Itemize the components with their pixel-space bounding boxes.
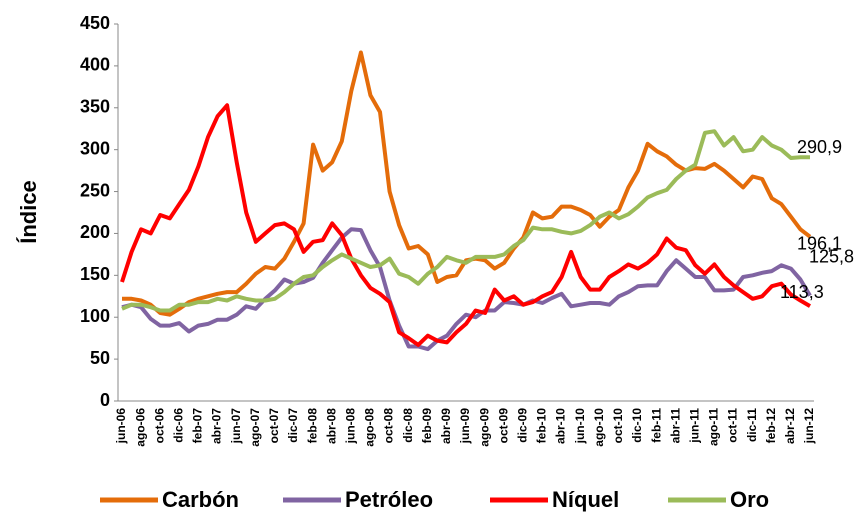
- x-tick-label: feb-12: [764, 408, 778, 444]
- x-tick-label: dic-08: [401, 408, 415, 443]
- x-tick-label: jun-10: [573, 408, 587, 445]
- y-tick-label: 450: [80, 13, 110, 33]
- data-label: 196,1: [797, 233, 842, 253]
- y-tick-label: 400: [80, 55, 110, 75]
- legend-label: Oro: [730, 487, 769, 512]
- y-tick-label: 200: [80, 222, 110, 242]
- x-tick-label: oct-11: [726, 408, 740, 443]
- x-tick-label: abr-12: [783, 408, 797, 444]
- x-tick-label: jun-09: [458, 408, 472, 445]
- x-tick-label: jun-12: [802, 408, 816, 445]
- y-tick-label: 100: [80, 306, 110, 326]
- x-tick-label: feb-10: [535, 408, 549, 444]
- x-tick-label: dic-06: [172, 408, 186, 443]
- series-line: [121, 227, 812, 352]
- y-tick-label: 350: [80, 97, 110, 117]
- x-tick-label: ago-08: [363, 408, 377, 447]
- x-tick-label: feb-09: [420, 408, 434, 444]
- legend-label: Níquel: [552, 487, 619, 512]
- x-tick-label: feb-08: [305, 408, 319, 444]
- x-tick-label: oct-09: [496, 408, 510, 444]
- y-tick-label: 250: [80, 180, 110, 200]
- x-tick-label: jun-08: [344, 408, 358, 445]
- y-tick-label: 0: [100, 390, 110, 410]
- x-tick-label: feb-11: [649, 408, 663, 443]
- x-tick-label: dic-07: [286, 408, 300, 443]
- series-line: [121, 129, 811, 313]
- x-tick-label: ago-09: [477, 408, 491, 447]
- series-line: [120, 103, 812, 347]
- series-line: [122, 50, 812, 317]
- data-label: 290,9: [797, 137, 842, 157]
- x-tick-label: oct-06: [152, 408, 166, 444]
- x-tick-label: feb-07: [191, 408, 205, 444]
- x-tick-label: ago-06: [133, 408, 147, 447]
- x-tick-label: ago-11: [707, 408, 721, 446]
- x-tick-label: jun-06: [114, 408, 128, 445]
- x-tick-label: abr-11: [668, 408, 682, 444]
- x-tick-label: abr-08: [324, 408, 338, 444]
- y-tick-label: 150: [80, 264, 110, 284]
- x-tick-label: oct-08: [382, 408, 396, 444]
- x-tick-label: ago-10: [592, 408, 606, 447]
- x-tick-label: abr-10: [554, 408, 568, 444]
- x-tick-label: oct-07: [267, 408, 281, 444]
- y-tick-label: 50: [90, 348, 110, 368]
- x-tick-label: jun-07: [229, 408, 243, 445]
- legend-label: Carbón: [162, 487, 239, 512]
- data-label: 113,3: [780, 282, 824, 302]
- x-tick-label: dic-11: [745, 408, 759, 442]
- x-tick-label: jun-11: [688, 408, 702, 444]
- x-tick-label: dic-09: [516, 408, 530, 443]
- legend-label: Petróleo: [345, 487, 433, 512]
- y-axis-label: Índice: [16, 180, 41, 244]
- y-tick-label: 300: [80, 138, 110, 158]
- x-tick-label: abr-09: [439, 408, 453, 444]
- data-label: 125,8: [809, 246, 854, 266]
- x-tick-label: ago-07: [248, 408, 262, 447]
- x-tick-label: abr-07: [210, 408, 224, 444]
- x-tick-label: oct-10: [611, 408, 625, 444]
- x-tick-label: dic-10: [630, 408, 644, 443]
